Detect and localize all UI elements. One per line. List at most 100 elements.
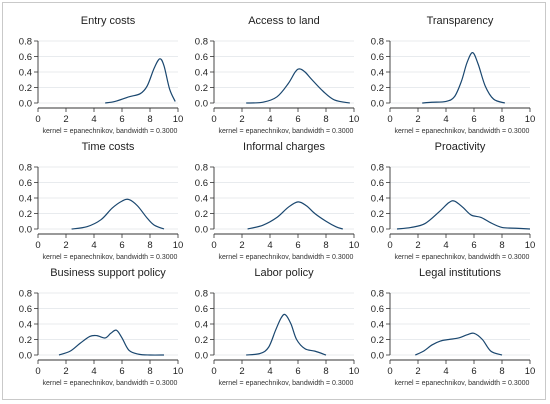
x-tick-label: 10 [525,114,536,125]
y-tick-label: 0.4 [371,194,384,205]
panel-title: Transparency [427,15,494,27]
y-tick-label: 0.0 [195,351,208,362]
panel-title: Proactivity [435,141,486,153]
x-tick-label: 0 [211,366,216,377]
x-tick-label: 8 [499,240,504,251]
y-tick-label: 0.6 [371,178,384,189]
x-tick-label: 8 [147,240,152,251]
x-tick-label: 4 [91,366,96,377]
kernel-note: kernel = epanechnikov, bandwidth = 0.300… [219,128,354,135]
y-tick-label: 0.4 [19,320,32,331]
density-curve [105,58,176,104]
x-tick-label: 0 [211,114,216,125]
density-curve [422,52,505,104]
figure-frame [2,2,546,400]
x-tick-label: 4 [91,114,96,125]
y-tick-label: 0.0 [19,225,32,236]
kernel-note: kernel = epanechnikov, bandwidth = 0.300… [43,380,178,387]
x-tick-label: 4 [443,366,448,377]
panel-9: Legal institutions 0.0 0.2 0.4 0.6 0.8 0 2 4 6 8 10… [371,267,536,387]
x-tick-label: 2 [415,114,420,125]
x-tick-label: 0 [387,114,392,125]
panel-title: Time costs [82,141,135,153]
y-tick-label: 0.8 [195,37,208,48]
x-tick-label: 2 [63,240,68,251]
y-tick-label: 0.6 [371,52,384,63]
y-tick-label: 0.4 [195,320,208,331]
y-tick-label: 0.6 [195,178,208,189]
y-tick-label: 0.8 [371,289,384,300]
x-tick-label: 0 [387,366,392,377]
y-tick-label: 0.8 [19,37,32,48]
x-tick-label: 10 [349,114,360,125]
x-tick-label: 4 [267,366,272,377]
x-tick-label: 8 [323,240,328,251]
density-curve [246,313,327,356]
x-tick-label: 6 [471,114,476,125]
kernel-note: kernel = epanechnikov, bandwidth = 0.300… [43,254,178,261]
y-tick-label: 0.6 [19,178,32,189]
kernel-note: kernel = epanechnikov, bandwidth = 0.300… [395,254,530,261]
kernel-note: kernel = epanechnikov, bandwidth = 0.300… [395,380,530,387]
x-tick-label: 8 [499,366,504,377]
panel-4: Time costs 0.0 0.2 0.4 0.6 0.8 0 2 4 6 8 10 kernel =… [19,141,184,261]
x-tick-label: 0 [35,366,40,377]
x-tick-label: 4 [443,240,448,251]
y-tick-label: 0.0 [19,351,32,362]
x-tick-label: 10 [349,366,360,377]
x-tick-label: 10 [173,240,184,251]
density-curve [71,198,165,230]
y-tick-label: 0.2 [19,209,32,220]
x-tick-label: 6 [295,366,300,377]
density-curve [396,200,531,230]
density-curve [414,332,503,356]
y-tick-label: 0.0 [195,225,208,236]
kernel-note: kernel = epanechnikov, bandwidth = 0.300… [395,128,530,135]
x-tick-label: 2 [415,240,420,251]
panel-title: Legal institutions [419,267,501,279]
x-tick-label: 10 [173,114,184,125]
density-curve [58,329,165,356]
kernel-note: kernel = epanechnikov, bandwidth = 0.300… [43,128,178,135]
kernel-note: kernel = epanechnikov, bandwidth = 0.300… [219,380,354,387]
density-curve [246,68,350,104]
y-tick-label: 0.6 [19,304,32,315]
x-tick-label: 4 [443,114,448,125]
x-tick-label: 10 [173,366,184,377]
y-tick-label: 0.2 [19,83,32,94]
x-tick-label: 0 [35,114,40,125]
y-tick-label: 0.4 [195,194,208,205]
y-tick-label: 0.4 [195,68,208,79]
x-tick-label: 6 [295,240,300,251]
x-tick-label: 6 [471,366,476,377]
x-tick-label: 6 [119,114,124,125]
x-tick-label: 6 [295,114,300,125]
y-tick-label: 0.2 [195,335,208,346]
y-tick-label: 0.0 [371,351,384,362]
y-tick-label: 0.2 [371,335,384,346]
panel-title: Business support policy [50,267,166,279]
panel-1: Entry costs 0.0 0.2 0.4 0.6 0.8 0 2 4 6 8 10 kernel … [19,15,184,135]
x-tick-label: 2 [239,366,244,377]
x-tick-label: 10 [525,366,536,377]
x-tick-label: 4 [91,240,96,251]
y-tick-label: 0.6 [371,304,384,315]
y-tick-label: 0.0 [195,99,208,110]
x-tick-label: 8 [323,114,328,125]
x-tick-label: 0 [35,240,40,251]
x-tick-label: 0 [387,240,392,251]
panel-title: Informal charges [243,141,325,153]
x-tick-label: 6 [119,240,124,251]
x-tick-label: 10 [525,240,536,251]
y-tick-label: 0.6 [195,304,208,315]
panel-title: Access to land [248,15,320,27]
y-tick-label: 0.4 [371,68,384,79]
panel-7: Business support policy 0.0 0.2 0.4 0.6 0.8 0 2… [19,267,184,387]
x-tick-label: 2 [239,240,244,251]
y-tick-label: 0.2 [371,83,384,94]
y-tick-label: 0.8 [371,37,384,48]
panel-5: Informal charges 0.0 0.2 0.4 0.6 0.8 0 2 4 6 8 10 ke… [195,141,360,261]
x-tick-label: 8 [147,114,152,125]
y-tick-label: 0.4 [19,68,32,79]
